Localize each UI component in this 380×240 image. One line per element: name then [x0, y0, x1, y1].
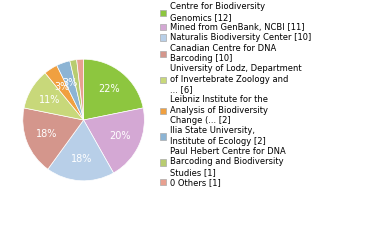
- Text: 11%: 11%: [39, 95, 60, 105]
- Text: 20%: 20%: [109, 132, 130, 141]
- Wedge shape: [84, 59, 143, 120]
- Wedge shape: [24, 73, 84, 120]
- Wedge shape: [45, 66, 84, 120]
- Text: 3%: 3%: [55, 82, 70, 92]
- Text: 3%: 3%: [63, 78, 78, 88]
- Wedge shape: [70, 60, 84, 120]
- Wedge shape: [57, 61, 84, 120]
- Wedge shape: [23, 108, 84, 169]
- Text: 18%: 18%: [71, 155, 92, 164]
- Text: 18%: 18%: [36, 129, 57, 139]
- Wedge shape: [48, 120, 114, 181]
- Wedge shape: [77, 59, 84, 120]
- Text: 22%: 22%: [98, 84, 119, 94]
- Legend: Centre for Biodiversity
Genomics [12], Mined from GenBank, NCBI [11], Naturalis : Centre for Biodiversity Genomics [12], M…: [160, 2, 311, 187]
- Wedge shape: [84, 108, 144, 173]
